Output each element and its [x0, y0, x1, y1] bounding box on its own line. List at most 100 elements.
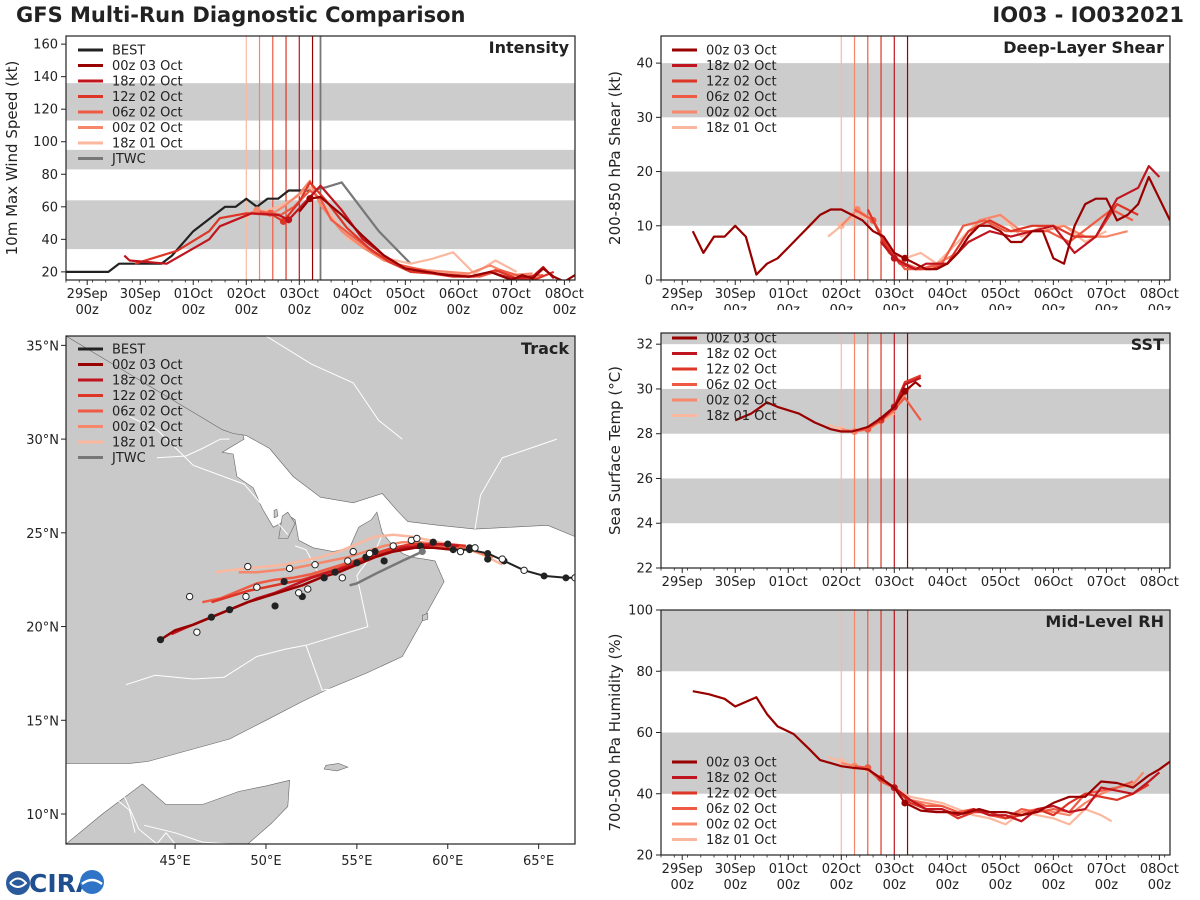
panel-title: Intensity [489, 38, 570, 57]
y-axis-label: Sea Surface Temp (°C) [606, 366, 624, 535]
x-tick-hour-label: 00z [1148, 878, 1172, 893]
best-series-line [66, 189, 310, 273]
run-series-line [691, 175, 1170, 276]
lat-tick-label: 25°N [26, 527, 59, 542]
x-tick-day-label: 06Oct [1034, 862, 1073, 877]
legend-label: 00z 03 Oct [706, 756, 777, 771]
x-tick-day-label: 02Oct [822, 575, 861, 590]
x-tick-day-label: 29Sep [662, 575, 703, 590]
x-tick-day-label: 05Oct [386, 287, 425, 302]
legend-label: 18z 01 Oct [706, 409, 777, 424]
x-tick-day-label: 29Sep [662, 862, 703, 877]
x-tick-day-label: 01Oct [769, 287, 808, 302]
country-border [305, 645, 357, 691]
y-tick-label: 30 [636, 382, 653, 397]
lon-tick-label: 50°E [250, 854, 281, 869]
cira-logo-emblem [80, 870, 104, 894]
run-series-line [245, 179, 533, 277]
best-track-point [449, 546, 457, 554]
track-point-open [193, 628, 201, 636]
x-tick-day-label: 29Sep [662, 287, 703, 302]
x-tick-day-label: 03Oct [875, 862, 914, 877]
y-tick-label: 40 [636, 57, 653, 72]
x-tick-hour-label: 00z [671, 878, 695, 893]
panel-title: Deep-Layer Shear [1003, 38, 1164, 57]
land-polygon [273, 509, 279, 519]
panel-title: SST [1131, 335, 1164, 354]
lat-tick-label: 20°N [26, 621, 59, 636]
track-point-open [413, 534, 421, 543]
y-axis-label: 700-500 hPa Humidity (%) [606, 633, 624, 831]
track-point-open [253, 583, 261, 591]
track-point-filled [271, 602, 279, 610]
country-border [156, 438, 230, 459]
x-tick-day-label: 03Oct [875, 575, 914, 590]
y-axis-label: 200-850 hPa Shear (kt) [606, 71, 624, 245]
init-point-marker [306, 195, 314, 203]
x-tick-day-label: 06Oct [439, 287, 478, 302]
figure-title: GFS Multi-Run Diagnostic Comparison [16, 3, 466, 27]
y-tick-label: 40 [636, 787, 653, 802]
track-point-filled [465, 544, 474, 552]
country-border [83, 776, 136, 833]
track-point-filled [207, 613, 216, 621]
x-tick-day-label: 05Oct [981, 862, 1020, 877]
init-point-marker [901, 799, 909, 807]
plot-area [661, 610, 1170, 855]
threshold-band [661, 610, 1170, 672]
panel-title: Track [521, 339, 569, 358]
track-point-open [244, 562, 252, 571]
country-border [144, 824, 230, 844]
x-tick-day-label: 06Oct [1034, 575, 1073, 590]
x-tick-day-label: 08Oct [1140, 575, 1179, 590]
init-point-marker [901, 387, 909, 395]
land-polygon [66, 779, 290, 844]
legend-label: 18z 02 Oct [112, 75, 183, 90]
best-track-point [575, 574, 582, 581]
init-point-marker [890, 254, 898, 262]
plot-area [661, 36, 1170, 280]
legend-label: JTWC [111, 152, 146, 167]
jtwc-track-point [418, 548, 426, 556]
track-point-open [304, 585, 312, 593]
storm-id: IO03 - IO032021 [992, 3, 1184, 27]
y-tick-label: 10 [636, 219, 653, 234]
legend-label: 00z 02 Oct [706, 106, 777, 121]
x-tick-hour-label: 00z [1042, 303, 1066, 310]
threshold-band [661, 333, 1170, 345]
track-point-filled [416, 542, 425, 550]
country-border [129, 416, 289, 536]
track-point-open [285, 564, 294, 573]
sst-panel: 22242628303229Sep00z30Sep00z01Oct00z02Oc… [606, 332, 1179, 591]
track-point-filled [320, 574, 328, 582]
y-tick-label: 30 [636, 111, 653, 126]
y-tick-label: 20 [636, 165, 653, 180]
country-border [474, 438, 557, 530]
x-tick-day-label: 07Oct [1087, 287, 1126, 302]
jtwc-track-line [349, 550, 423, 587]
x-tick-hour-label: 00z [182, 303, 206, 318]
y-tick-label: 0 [645, 274, 653, 289]
run-series-line [734, 381, 922, 433]
x-tick-day-label: 01Oct [174, 287, 213, 302]
y-tick-label: 22 [636, 562, 653, 577]
x-tick-day-label: 04Oct [928, 862, 967, 877]
legend-label: 00z 03 Oct [706, 44, 777, 59]
x-tick-day-label: 30Sep [715, 287, 756, 302]
x-tick-hour-label: 00z [671, 303, 695, 310]
track-point-open [520, 566, 528, 575]
x-tick-day-label: 08Oct [1140, 862, 1179, 877]
track-point-filled [429, 538, 437, 546]
run-series-line [880, 165, 1161, 271]
y-tick-label: 80 [636, 665, 653, 680]
track-point-filled [484, 555, 492, 563]
track-point-filled [280, 577, 288, 586]
threshold-band [661, 171, 1170, 226]
x-tick-day-label: 06Oct [1034, 287, 1073, 302]
legend-label: 00z 02 Oct [706, 818, 777, 833]
best-track-point [484, 549, 492, 557]
x-tick-hour-label: 00z [235, 303, 259, 318]
legend-label: 06z 02 Oct [112, 405, 183, 420]
